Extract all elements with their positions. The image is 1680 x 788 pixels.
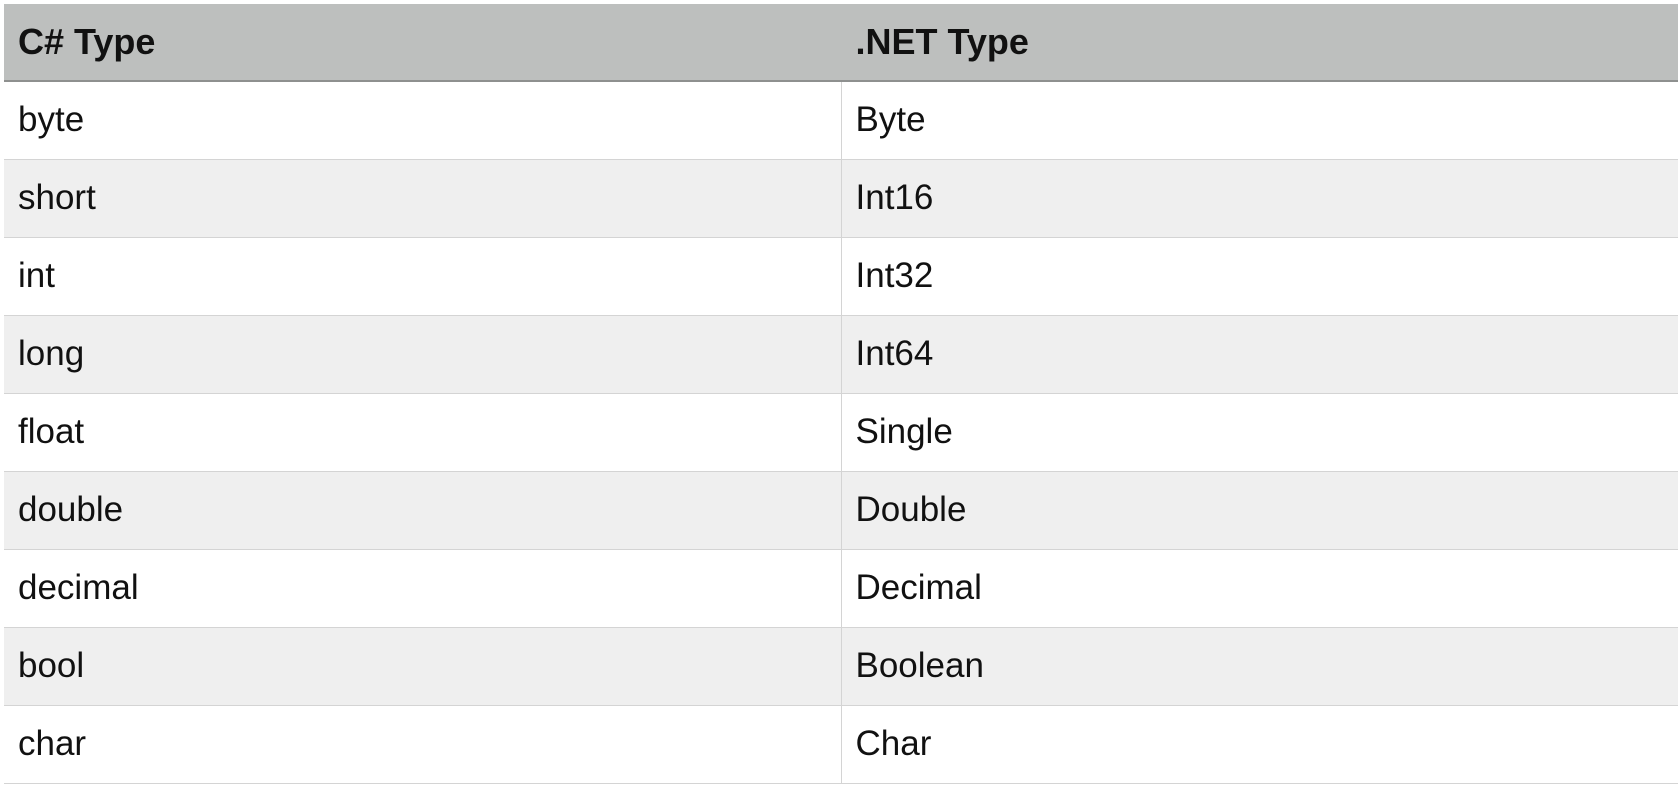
table-row: float Single [4, 393, 1678, 472]
table-body: byte Byte short Int16 int Int32 long Int… [4, 81, 1678, 784]
cell-dotnet-type: Byte [840, 81, 1678, 160]
cell-csharp-type: long [4, 315, 841, 394]
cell-csharp-type: char [4, 705, 841, 784]
table-row: long Int64 [4, 315, 1678, 394]
table-row: int Int32 [4, 237, 1678, 316]
cell-csharp-type: decimal [4, 549, 841, 628]
header-dotnet-type: .NET Type [840, 4, 1678, 82]
cell-csharp-type: int [4, 237, 841, 316]
header-csharp-type: C# Type [4, 4, 841, 82]
cell-dotnet-type: Int16 [840, 159, 1678, 238]
table-row: bool Boolean [4, 627, 1678, 706]
table-row: short Int16 [4, 159, 1678, 238]
cell-csharp-type: float [4, 393, 841, 472]
type-mapping-table: C# Type .NET Type byte Byte short Int16 … [4, 4, 1678, 784]
cell-dotnet-type: Decimal [840, 549, 1678, 628]
cell-csharp-type: byte [4, 81, 841, 160]
cell-dotnet-type: Char [840, 705, 1678, 784]
cell-csharp-type: short [4, 159, 841, 238]
cell-dotnet-type: Boolean [840, 627, 1678, 706]
table-row: char Char [4, 705, 1678, 784]
table-row: double Double [4, 471, 1678, 550]
table-header: C# Type .NET Type [4, 4, 1678, 82]
table-row: decimal Decimal [4, 549, 1678, 628]
cell-dotnet-type: Int32 [840, 237, 1678, 316]
cell-dotnet-type: Int64 [840, 315, 1678, 394]
header-row: C# Type .NET Type [4, 4, 1678, 82]
cell-dotnet-type: Double [840, 471, 1678, 550]
table-row: byte Byte [4, 81, 1678, 160]
cell-csharp-type: double [4, 471, 841, 550]
cell-csharp-type: bool [4, 627, 841, 706]
cell-dotnet-type: Single [840, 393, 1678, 472]
